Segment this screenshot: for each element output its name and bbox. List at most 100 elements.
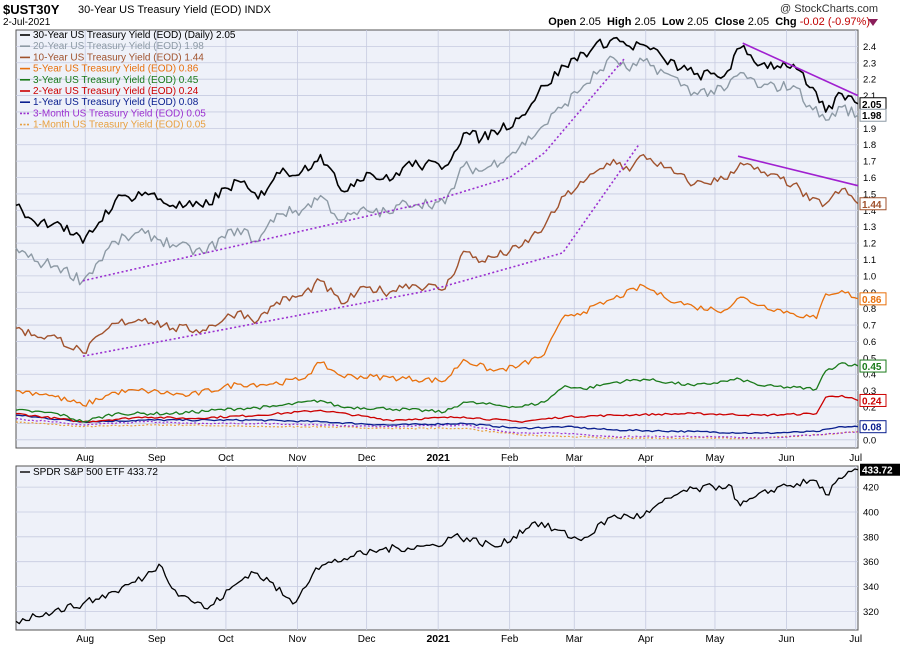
last-value-2y: 0.24 (862, 396, 882, 407)
x-tick-label: Aug (76, 453, 94, 464)
y-tick-label: 1.6 (863, 173, 876, 184)
legend-entry: 1-Month US Treasury Yield (EOD) 0.05 (33, 120, 206, 131)
last-value-spy: 433.72 (862, 466, 893, 477)
y-tick-label: 0.4 (863, 370, 876, 381)
y-tick-label: 360 (863, 557, 879, 568)
y-tick-label: 0.7 (863, 321, 876, 332)
x-tick-label: Mar (566, 634, 584, 645)
open-value: 2.05 (579, 16, 601, 28)
legend-entry: 1-Year US Treasury Yield (EOD) 0.08 (33, 97, 199, 108)
series-line-1y (15, 414, 859, 435)
y-tick-label: 1.4 (863, 206, 876, 217)
series-line-3y (15, 362, 859, 423)
y-tick-label: 340 (863, 582, 879, 593)
last-value-1y: 0.08 (862, 423, 882, 434)
x-tick-label: Feb (501, 453, 519, 464)
trendline-dotted-1 (82, 144, 640, 357)
x-tick-label: Dec (358, 453, 376, 464)
x-tick-label: Apr (638, 634, 654, 645)
series-line-30y (15, 36, 859, 244)
x-tick-label: May (706, 453, 725, 464)
y-tick-label: 1.9 (863, 124, 876, 135)
watermark: @ StockCharts.com (780, 3, 878, 15)
ohlc-readout: Open 2.05 High 2.05 Low 2.05 Close 2.05 … (548, 16, 870, 28)
high-value: 2.05 (634, 16, 656, 28)
trendline-solid-3 (737, 155, 859, 187)
close-label: Close (714, 16, 745, 28)
last-value-box-1y (859, 420, 887, 434)
y-tick-label: 0.6 (863, 337, 876, 348)
legend-entry: 3-Month US Treasury Yield (EOD) 0.05 (33, 108, 206, 119)
series-line-10y (15, 153, 859, 354)
y-tick-label: 1.7 (863, 157, 876, 168)
y-tick-label: 380 (863, 532, 879, 543)
low-value: 2.05 (687, 16, 709, 28)
last-value-5y: 0.86 (862, 295, 882, 306)
x-tick-label: 2021 (426, 452, 450, 464)
y-tick-label: 1.1 (863, 255, 876, 266)
x-tick-label: Mar (566, 453, 584, 464)
y-tick-label: 2.2 (863, 75, 876, 86)
last-value-3y: 0.45 (862, 362, 882, 373)
y-tick-label: 1.5 (863, 189, 876, 200)
x-tick-label: Oct (218, 634, 234, 645)
last-value-box-10y (859, 197, 887, 211)
x-tick-label: Feb (501, 634, 519, 645)
series-line-20y (15, 55, 859, 286)
dropdown-caret-icon[interactable] (868, 19, 878, 26)
last-value-20y: 1.98 (862, 111, 882, 122)
last-value-box-5y (859, 292, 887, 306)
y-tick-label: 320 (863, 607, 879, 618)
title-label: 30-Year US Treasury Yield (EOD) (78, 4, 242, 16)
legend-entry: 3-Year US Treasury Yield (EOD) 0.45 (33, 75, 199, 86)
chg-label: Chg (775, 16, 797, 28)
open-label: Open (548, 16, 577, 28)
x-tick-label: Oct (218, 453, 234, 464)
legend-entry: 20-Year US Treasury Yield (EOD) 1.98 (33, 41, 204, 52)
legend-entry: 5-Year US Treasury Yield (EOD) 0.86 (33, 64, 199, 75)
x-tick-label: Sep (148, 634, 166, 645)
last-value-box-spy (860, 463, 900, 476)
x-tick-label: Jul (849, 453, 862, 464)
chart-title: 30-Year US Treasury Yield (EOD) INDX (78, 4, 271, 16)
x-tick-label: Nov (289, 634, 307, 645)
last-value-10y: 1.44 (862, 200, 882, 211)
series-line-1m (15, 421, 859, 440)
y-tick-label: 2.1 (863, 91, 876, 102)
x-tick-label: May (706, 634, 725, 645)
legend-entry-spy: SPDR S&P 500 ETF 433.72 (33, 467, 158, 478)
x-tick-label: Nov (289, 453, 307, 464)
series-line-5y (15, 283, 859, 407)
last-value-box-2y (859, 393, 887, 407)
ticker-symbol: $UST30Y (3, 2, 60, 17)
series-line-2y (15, 394, 859, 423)
y-tick-label: 0.8 (863, 304, 876, 315)
y-tick-label: 400 (863, 507, 879, 518)
x-tick-label: Dec (358, 634, 376, 645)
y-tick-label: 1.2 (863, 239, 876, 250)
last-value-30y: 2.05 (862, 100, 882, 111)
y-tick-label: 0.2 (863, 403, 876, 414)
low-label: Low (662, 16, 685, 28)
y-tick-label: 2.4 (863, 42, 876, 53)
chg-value: -0.02 (-0.97%) (799, 16, 870, 28)
x-tick-label: Sep (148, 453, 166, 464)
exchange-label: INDX (244, 4, 271, 16)
legend-entry: 10-Year US Treasury Yield (EOD) 1.44 (33, 52, 204, 63)
legend-entry: 2-Year US Treasury Yield (EOD) 0.24 (33, 86, 199, 97)
chart-date: 2-Jul-2021 (3, 17, 51, 28)
trendline-solid-2 (742, 42, 859, 97)
y-tick-label: 1.8 (863, 140, 876, 151)
y-tick-label: 1.3 (863, 222, 876, 233)
y-tick-label: 420 (863, 483, 879, 494)
plot-area-bottom (15, 465, 859, 631)
x-tick-label: Aug (76, 634, 94, 645)
close-value: 2.05 (747, 16, 770, 28)
x-tick-label: Jun (778, 453, 794, 464)
high-label: High (606, 16, 632, 28)
series-line-spy (15, 468, 859, 625)
x-tick-label: 2021 (426, 633, 450, 645)
y-tick-label: 0.5 (863, 353, 876, 364)
last-value-box-20y (859, 108, 887, 122)
